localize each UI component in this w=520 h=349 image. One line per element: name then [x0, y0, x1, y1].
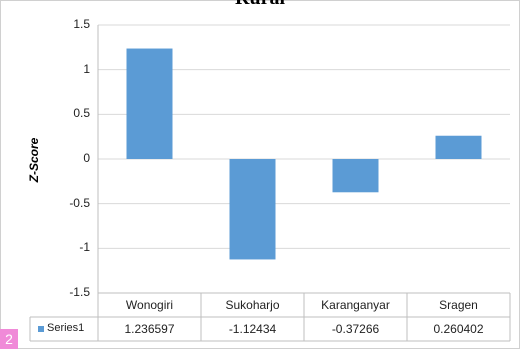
y-tick-label: 1 [83, 61, 90, 76]
bar-karanganyar [332, 159, 379, 193]
x-tick-label: Sragen [439, 298, 478, 312]
data-value-label: -1.12434 [228, 322, 277, 336]
data-value-label: 1.236597 [124, 322, 175, 336]
bar-sukoharjo [229, 159, 276, 260]
y-tick-label: 0.5 [73, 106, 90, 121]
x-tick-label: Wonogiri [125, 298, 174, 312]
bar-wonogiri [126, 48, 173, 159]
data-value-label: -0.37266 [331, 322, 380, 336]
chart-title: Rural [0, 0, 520, 10]
y-tick-label: 1.5 [73, 17, 90, 31]
y-tick-label: 0 [83, 151, 90, 165]
bar-sragen [435, 135, 482, 159]
x-tick-label: Karanganyar [321, 298, 390, 312]
y-tick-label: -1 [79, 240, 90, 255]
y-tick-label: -1.5 [69, 285, 90, 299]
y-tick-label: -0.5 [69, 195, 90, 210]
data-value-label: 0.260402 [433, 322, 484, 336]
legend-swatch [38, 326, 44, 332]
x-tick-label: Sukoharjo [225, 298, 280, 312]
page-badge: 2 [0, 329, 18, 349]
legend-series-name: Series1 [47, 322, 85, 334]
